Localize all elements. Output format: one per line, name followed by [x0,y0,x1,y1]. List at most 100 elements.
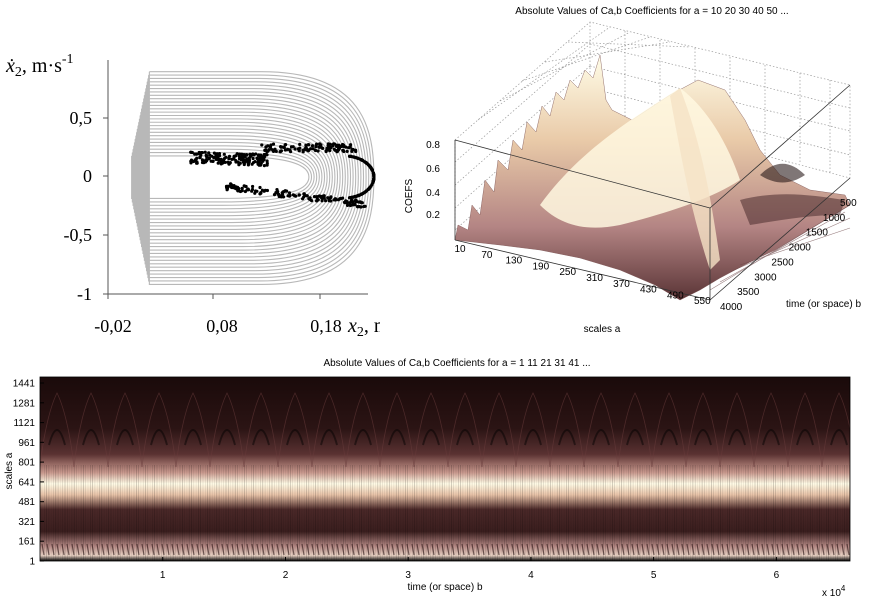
scalogram-arch [184,429,202,446]
x-tick-label: 130 [505,256,522,267]
phase-loop [144,91,359,265]
y-tick-label: 1 [29,557,35,568]
phase-point [336,144,340,148]
y-axis-label: ẋ2, m·s-1 [5,52,74,80]
phase-point [305,147,309,151]
scalogram-stripe [706,543,710,556]
y-tick-label: 961 [18,438,35,449]
phase-loop [143,94,357,261]
scalogram-arch [787,392,823,468]
y-tick-label: 1441 [13,379,36,390]
scalogram-stripe [781,543,785,556]
phase-point [260,143,264,147]
phase-point [306,143,310,147]
y-tick-label: -0,5 [64,225,93,245]
phase-point [274,191,278,195]
y-tick-label: 1121 [13,418,35,429]
scalogram-stripe [221,543,225,556]
phase-point [237,163,241,167]
scalogram-stripe [796,543,800,556]
scalogram-arch [73,392,109,468]
phase-point [214,154,218,158]
scalogram-stripe [841,543,845,556]
phase-loop [143,98,354,258]
phase-point [217,152,222,156]
scalogram-arch [413,392,449,468]
phase-point [316,198,320,202]
scalogram-arch [830,429,848,446]
phase-point [240,189,244,193]
phase-point [358,200,362,204]
phase-point [253,160,257,164]
phase-point [207,151,211,155]
scalogram-stripe [526,543,530,556]
phase-point [207,156,211,160]
scalogram-stripe [66,543,70,556]
scalogram-stripe [701,543,705,556]
phase-point [265,188,269,193]
y-tick-label: 801 [18,458,35,469]
scalogram-stripe [331,543,335,556]
phase-loop [145,87,362,268]
phase-point [298,146,302,150]
phase-loop [133,141,320,213]
phase-point [222,157,226,161]
y-tick-label: 1281 [13,398,36,409]
phase-point [265,159,269,163]
scalogram-arch [277,392,313,468]
phase-point [347,196,352,200]
phase-loop [148,74,372,282]
scalogram-arch [821,392,850,468]
phase-loop [134,138,323,217]
scalogram-stripe [396,543,400,556]
scalogram-stripe [276,543,280,556]
phase-point [256,157,260,161]
phase-point [269,143,273,147]
phase-point [237,155,242,159]
phase-point [251,156,255,161]
phase-loop [135,135,326,220]
phase-point [316,149,320,153]
phase-point [312,195,317,199]
scalogram-stripe [616,543,620,556]
phase-point [259,161,263,165]
scalogram-stripe [341,543,345,556]
z-tick-label: 0.2 [426,210,440,221]
phase-point [202,160,206,164]
scalogram-stripe [296,543,300,556]
phase-point [315,142,319,146]
scalogram-stripe [336,543,340,556]
scalogram-stripe [181,543,185,556]
phase-point [324,149,328,154]
scalogram-stripe [511,543,515,556]
scalogram-stripe [761,543,765,556]
phase-point [351,147,355,152]
phase-loop [147,77,370,279]
scalogram-stripe [156,543,160,556]
scalogram-stripe [101,543,105,556]
y-tick-label: 0 [83,166,92,186]
scalogram-stripe [166,543,170,556]
scalogram-stripe [661,543,665,556]
phase-point [285,189,289,193]
phase-point [269,147,273,151]
scalogram-stripe [531,543,535,556]
phase-point [301,197,305,201]
phase-loop [142,101,352,255]
phase-point [366,187,370,191]
y-axis-label: time (or space) b [786,299,861,310]
phase-point [363,190,367,194]
scalogram-arch [252,429,270,446]
scalogram-stripe [676,543,680,556]
phase-point [334,197,338,201]
scalogram-arch [651,392,687,468]
phase-point [190,150,194,155]
scalogram-stripe [491,543,495,556]
scalogram-stripe [321,543,325,556]
phase-point [222,152,226,156]
phase-point [282,145,286,150]
phase-point [291,193,295,197]
scalogram-stripe [636,543,640,556]
scalogram-stripe [686,543,690,556]
x-tick-label: 310 [586,273,603,284]
